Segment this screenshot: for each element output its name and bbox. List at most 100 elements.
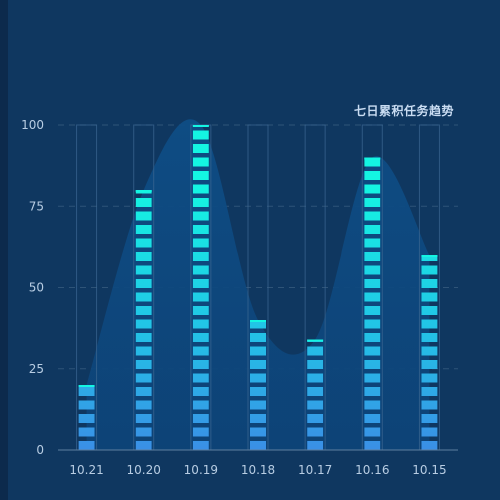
bar-segment <box>307 373 324 383</box>
bar-segment <box>364 346 381 356</box>
bar-segment <box>421 346 438 356</box>
bar-segment <box>421 414 438 423</box>
bar-segment <box>135 319 152 329</box>
bar-segment <box>364 414 381 423</box>
bar-segment <box>250 414 266 423</box>
trend-area <box>86 119 430 451</box>
bar-segment <box>192 157 209 167</box>
bar-segment <box>364 252 381 261</box>
bar-segment <box>192 184 209 194</box>
bar-10.18 <box>250 320 266 450</box>
x-tick-label-10.18: 10.18 <box>241 463 275 477</box>
bar-cap-10.17 <box>307 339 324 342</box>
bar-segment <box>135 414 152 423</box>
bar-segment <box>135 238 152 248</box>
bar-segment <box>364 171 381 180</box>
bar-segment <box>192 130 209 140</box>
bar-segment <box>250 333 266 342</box>
bar-segment <box>250 400 266 410</box>
bar-10.15 <box>421 255 438 450</box>
bar-segment <box>364 279 381 288</box>
bar-segment <box>250 360 266 369</box>
bar-segment <box>135 400 152 410</box>
bar-segment <box>78 400 95 410</box>
y-tick-label-25: 25 <box>29 362 44 376</box>
bar-segment <box>250 320 266 329</box>
bar-segment <box>364 319 381 329</box>
bar-cap-10.21 <box>78 385 95 387</box>
bar-segment <box>421 387 438 396</box>
bar-segment <box>192 414 209 423</box>
bar-segment <box>78 427 95 437</box>
trend-area-layer <box>86 119 430 451</box>
bar-segment <box>421 255 438 261</box>
bar-segment <box>307 346 324 356</box>
bar-segment <box>421 373 438 383</box>
bar-segment <box>78 441 95 450</box>
bar-segment <box>421 306 438 315</box>
bar-segment <box>421 319 438 329</box>
bar-segment <box>135 306 152 315</box>
bar-10.19 <box>192 125 209 450</box>
bar-segment <box>364 238 381 248</box>
y-tick-label-100: 100 <box>21 118 44 132</box>
bar-segment <box>135 292 152 302</box>
bar-segment <box>250 346 266 356</box>
bar-10.16 <box>364 157 381 450</box>
bar-segment <box>192 265 209 275</box>
bar-segment <box>421 333 438 342</box>
bar-segment <box>78 414 95 423</box>
bar-segment <box>192 346 209 356</box>
bar-segment <box>364 373 381 383</box>
bar-segment <box>192 360 209 369</box>
x-tick-label-10.15: 10.15 <box>412 463 446 477</box>
bar-group-10.15 <box>418 124 440 451</box>
bar-cap-10.15 <box>421 255 438 257</box>
bar-segment <box>135 198 152 207</box>
bar-segment <box>307 427 324 437</box>
bar-group-10.20 <box>133 124 155 451</box>
bar-segment <box>421 400 438 410</box>
bar-segment <box>192 171 209 180</box>
bar-segment <box>192 238 209 248</box>
bar-group-10.16 <box>361 124 383 451</box>
bar-segment <box>250 387 266 396</box>
bar-segment <box>421 279 438 288</box>
bar-segment <box>364 400 381 410</box>
bar-layer <box>76 124 440 451</box>
bar-segment <box>192 252 209 261</box>
bar-cap-10.18 <box>250 320 266 322</box>
bar-segment <box>135 387 152 396</box>
bar-group-10.18 <box>247 124 269 451</box>
bar-cap-10.20 <box>135 190 152 192</box>
bar-segment <box>192 373 209 383</box>
bar-segment <box>135 225 152 234</box>
bar-segment <box>307 441 324 450</box>
bar-segment <box>192 333 209 342</box>
bar-segment <box>192 319 209 329</box>
bar-segment <box>307 414 324 423</box>
bar-segment <box>135 211 152 221</box>
bar-segment <box>364 198 381 207</box>
bar-segment <box>135 279 152 288</box>
bar-segment <box>135 346 152 356</box>
bar-segment <box>192 225 209 234</box>
bar-segment <box>192 198 209 207</box>
bar-segment <box>250 427 266 437</box>
y-tick-label-0: 0 <box>36 443 44 457</box>
bar-segment <box>364 157 381 167</box>
bar-segment <box>192 144 209 153</box>
bar-segment <box>364 292 381 302</box>
chart-title: 七日累积任务趋势 <box>353 104 454 118</box>
bar-segment <box>250 373 266 383</box>
bar-segment <box>421 441 438 450</box>
bar-segment <box>364 306 381 315</box>
bar-segment <box>135 427 152 437</box>
bar-segment <box>364 387 381 396</box>
bar-segment <box>307 400 324 410</box>
bar-segment <box>364 184 381 194</box>
bar-segment <box>421 360 438 369</box>
bar-segment <box>135 373 152 383</box>
bar-segment <box>364 427 381 437</box>
